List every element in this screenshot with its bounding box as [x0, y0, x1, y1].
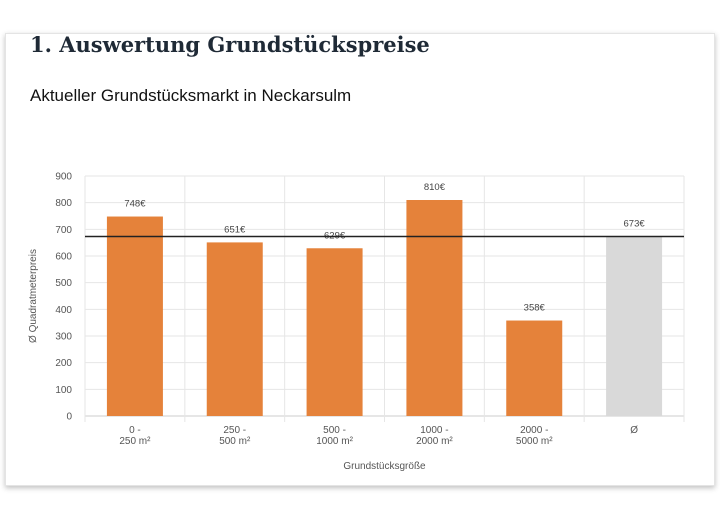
x-tick-label: 250 m²	[119, 436, 151, 447]
y-axis-label: Ø Quadratmeterpreis	[28, 249, 39, 343]
data-label: 629€	[324, 230, 346, 241]
y-tick-label: 500	[55, 278, 72, 289]
average-bar	[606, 236, 663, 416]
chart-title: Aktueller Grundstücksmarkt in Neckarsulm	[30, 86, 352, 105]
bar	[106, 216, 163, 416]
bar	[306, 248, 363, 416]
data-label: 358€	[524, 303, 546, 314]
x-tick-label: 2000 -	[520, 425, 548, 436]
x-tick-label: 1000 m²	[316, 436, 353, 447]
bar	[506, 320, 563, 416]
x-tick-label: 500 -	[323, 425, 346, 436]
x-tick-label: 5000 m²	[516, 436, 553, 447]
y-tick-label: 200	[55, 358, 72, 369]
x-tick-label: 250 -	[223, 425, 246, 436]
y-tick-label: 600	[55, 252, 72, 263]
x-tick-label: 2000 m²	[416, 436, 453, 447]
x-tick-label: 1000 -	[420, 425, 448, 436]
y-tick-label: 800	[55, 198, 72, 209]
bar	[206, 242, 263, 416]
x-tick-label: 500 m²	[219, 436, 251, 447]
data-label: 651€	[224, 224, 246, 235]
x-tick-label: 0 -	[129, 425, 141, 436]
data-label: 673€	[624, 219, 646, 230]
page-heading: 1. Auswertung Grundstückspreise	[30, 32, 430, 57]
x-tick-label: Ø	[630, 425, 638, 436]
y-tick-label: 900	[55, 172, 72, 183]
y-tick-label: 400	[55, 305, 72, 316]
y-tick-label: 0	[66, 412, 72, 423]
y-tick-label: 300	[55, 332, 72, 343]
data-label: 748€	[124, 199, 146, 210]
y-tick-label: 100	[55, 385, 72, 396]
bar	[406, 200, 463, 416]
x-axis-label: Grundstücksgröße	[343, 461, 426, 472]
y-tick-label: 700	[55, 225, 72, 236]
data-label: 810€	[424, 182, 446, 193]
